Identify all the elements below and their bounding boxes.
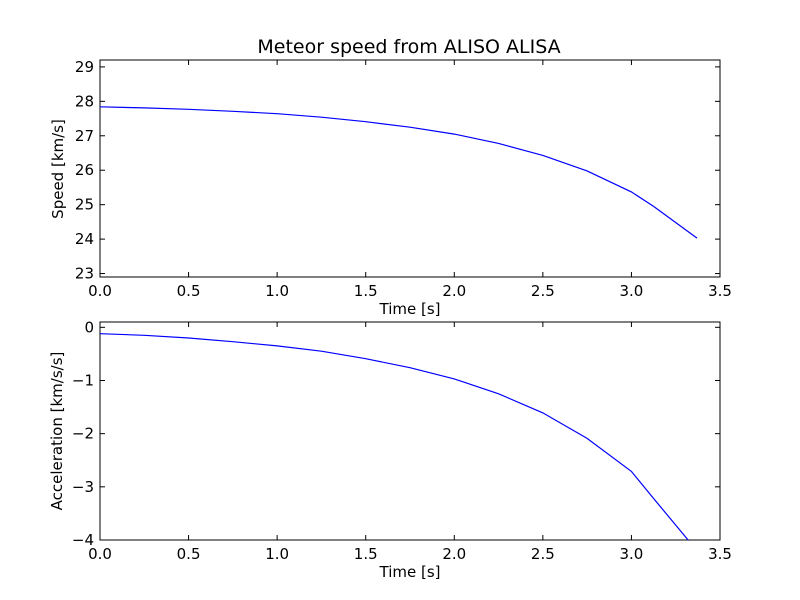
acceleration-y-tick-label: −2 (72, 425, 94, 443)
speed-x-axis-label: Time [s] (379, 300, 441, 318)
speed-chart-title: Meteor speed from ALISO ALISA (257, 36, 560, 58)
acceleration-plot-frame (99, 321, 721, 541)
speed-x-tick-label: 1.5 (354, 282, 378, 300)
acceleration-y-tick-label: −1 (72, 371, 94, 389)
acceleration-axis-ticks: 0.0 0.5 1.0 1.5 2.0 2.5 3.0 3.5 0 −1 −2 −3 −4 (72, 318, 732, 563)
acceleration-x-tick-label: 1.5 (354, 545, 378, 563)
speed-y-tick-label: 25 (75, 196, 94, 214)
speed-x-tick-label: 3.0 (619, 282, 643, 300)
speed-plot-frame (99, 59, 721, 278)
acceleration-y-tick-label: −4 (72, 531, 94, 549)
speed-y-axis-label: Speed [km/s] (49, 119, 67, 219)
speed-x-tick-label: 1.0 (265, 282, 289, 300)
speed-series-line (99, 106, 698, 239)
acceleration-x-tick-label: 1.0 (265, 545, 289, 563)
speed-x-tick-label: 0.0 (88, 282, 112, 300)
speed-y-tick-label: 28 (75, 92, 94, 110)
acceleration-x-tick-label: 2.0 (442, 545, 466, 563)
acceleration-x-tick-label: 0.5 (177, 545, 201, 563)
speed-y-tick-label: 23 (75, 265, 94, 283)
speed-y-tick-label: 27 (75, 127, 94, 145)
acceleration-y-axis-label: Acceleration [km/s/s] (48, 352, 66, 511)
speed-y-tick-label: 26 (75, 161, 94, 179)
speed-axis-ticks: 0.0 0.5 1.0 1.5 2.0 2.5 3.0 3.5 23 24 25 26 27 28 29 (75, 58, 732, 300)
acceleration-x-tick-label: 3.0 (619, 545, 643, 563)
acceleration-chart: 0.0 0.5 1.0 1.5 2.0 2.5 3.0 3.5 0 −1 −2 −3 −4 Time [… (48, 318, 732, 581)
speed-y-tick-label: 29 (75, 58, 94, 76)
speed-x-tick-label: 0.5 (177, 282, 201, 300)
acceleration-x-axis-label: Time [s] (379, 563, 441, 581)
acceleration-y-tick-label: −3 (72, 478, 94, 496)
acceleration-x-tick-label: 3.5 (708, 545, 732, 563)
speed-x-tick-label: 3.5 (708, 282, 732, 300)
speed-x-tick-label: 2.5 (531, 282, 555, 300)
speed-x-tick-label: 2.0 (442, 282, 466, 300)
acceleration-x-tick-label: 0.0 (88, 545, 112, 563)
acceleration-y-tick-label: 0 (84, 318, 94, 336)
speed-y-tick-label: 24 (75, 230, 94, 248)
acceleration-series-line (99, 333, 689, 541)
speed-chart: 0.0 0.5 1.0 1.5 2.0 2.5 3.0 3.5 23 24 25 26 27 28 29 T… (49, 58, 732, 318)
acceleration-x-tick-label: 2.5 (531, 545, 555, 563)
